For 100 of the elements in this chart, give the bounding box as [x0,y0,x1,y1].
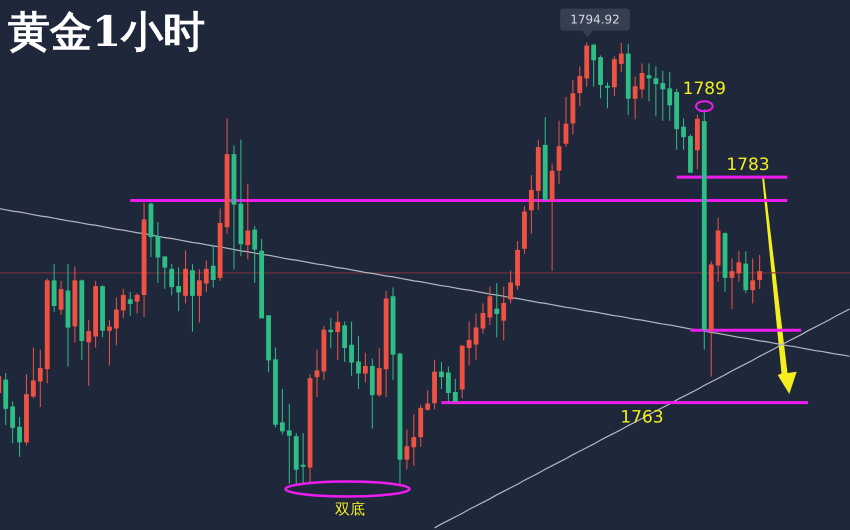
candlestick [155,222,160,284]
candlestick [114,297,119,346]
candlestick [757,254,762,290]
candlestick [66,264,70,367]
candlestick [660,70,666,122]
candlestick [286,403,292,484]
candlestick [460,344,465,399]
candlestick [3,372,8,426]
candlestick [169,264,174,296]
candlestick [418,404,424,448]
candlestick [24,374,29,446]
candlestick [452,378,458,402]
candlestick [342,320,348,363]
candlestick [598,54,603,99]
candlestick [314,349,320,398]
candlestick [674,88,680,150]
candlestick [411,414,416,466]
title: 黄金1小时 [8,7,206,56]
candlestick [501,286,506,341]
candlestick [72,266,78,344]
candlestick [300,432,306,484]
candlestick [273,346,278,428]
candlestick [176,266,182,312]
candlestick [384,290,389,398]
candlestick [528,174,534,234]
candlestick [618,42,624,73]
candlestick [321,325,326,381]
annotation: 1783 [726,155,770,176]
candlestick [328,317,334,349]
candlestick [93,280,98,348]
candlestick [17,416,22,458]
candlestick [107,320,112,366]
candlestick [605,82,610,109]
candlestick [280,388,285,435]
candlestick [681,118,686,150]
candlestick [362,352,368,383]
candlestick [570,80,576,135]
candlestick [626,43,631,116]
candlestick [134,292,140,314]
candlestick [38,349,43,408]
candlestick [577,66,582,107]
candlestick [356,336,361,390]
candlestick [736,250,742,282]
candlestick [120,288,126,318]
candlestick [10,400,16,444]
candlestick [730,258,734,310]
candlestick [86,320,92,386]
candlestick [294,432,299,484]
candlestick [653,66,658,117]
candlestick [30,346,36,399]
candlestick [640,62,644,99]
candlestick [556,120,562,184]
candlestick [584,42,590,88]
candlestick [508,270,514,304]
candlestick [466,320,472,366]
annotation: 1789 [682,79,726,100]
candlestick [702,108,707,350]
candlestick [142,202,146,318]
candlestick [376,348,382,398]
candlestick [204,260,209,292]
candlestick [335,310,340,360]
candlestick [238,139,244,257]
candlestick [100,284,105,338]
candlestick [308,374,312,484]
candlestick [218,208,223,282]
candlestick [190,264,195,332]
candlestick [210,244,216,288]
annotation: 1794.92 [570,12,620,27]
candlestick [398,352,402,484]
candlestick [515,240,520,290]
candlestick [667,72,672,122]
candlestick [494,282,500,338]
candlestick [128,291,133,316]
candlestick [245,183,250,260]
candlestick [536,139,541,210]
candlestick [148,202,154,258]
candlestick [480,302,486,334]
candlestick [474,313,478,360]
candlestick [252,225,258,284]
candlestick [266,315,271,373]
candlestick [232,144,236,270]
candlestick [58,280,64,316]
candlestick [183,250,188,304]
candlestick [550,162,555,272]
candlestick [224,118,230,234]
candlestick [542,116,548,200]
candlestick [564,96,568,148]
candlestick [390,286,396,381]
candlestick [446,366,451,402]
candlestick [632,76,638,120]
candlestick [708,260,714,378]
annotation: 双底 [335,500,365,518]
candlestick [688,134,693,173]
candlestick [404,429,410,470]
candlestick [716,217,721,282]
candlestick [259,238,264,318]
candlestick [487,286,492,326]
candlestick [591,43,596,88]
candlestick [162,256,168,290]
candlestick [646,62,652,102]
